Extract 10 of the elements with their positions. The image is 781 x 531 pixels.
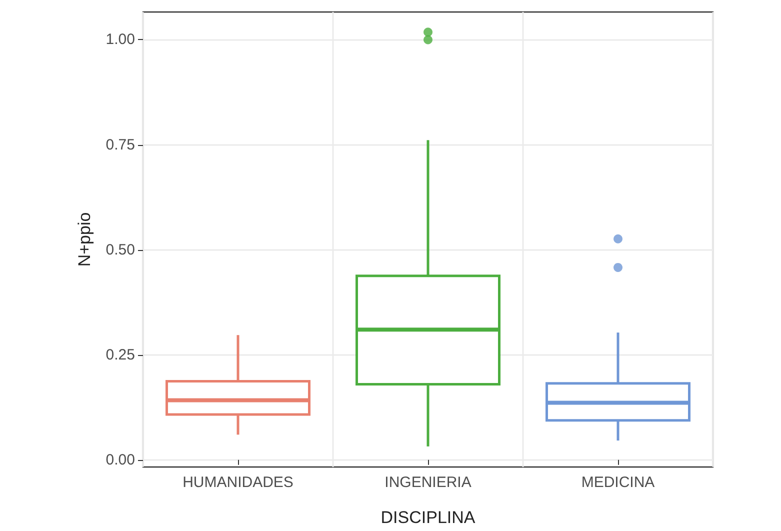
y-axis-title: N+ppio: [75, 212, 94, 267]
y-tick-label: 0.00: [106, 451, 135, 468]
y-tick-label: 1.00: [106, 31, 135, 48]
y-tick-label: 0.25: [106, 346, 135, 364]
x-tick-label: INGENIERIA: [384, 474, 472, 491]
x-tick-label: MEDICINA: [581, 474, 655, 491]
y-tick-label: 0.75: [106, 136, 135, 154]
x-axis-title: DISCIPLINA: [380, 508, 476, 527]
y-tick-label: 0.50: [106, 241, 135, 258]
x-tick-label: HUMANIDADES: [182, 474, 294, 491]
